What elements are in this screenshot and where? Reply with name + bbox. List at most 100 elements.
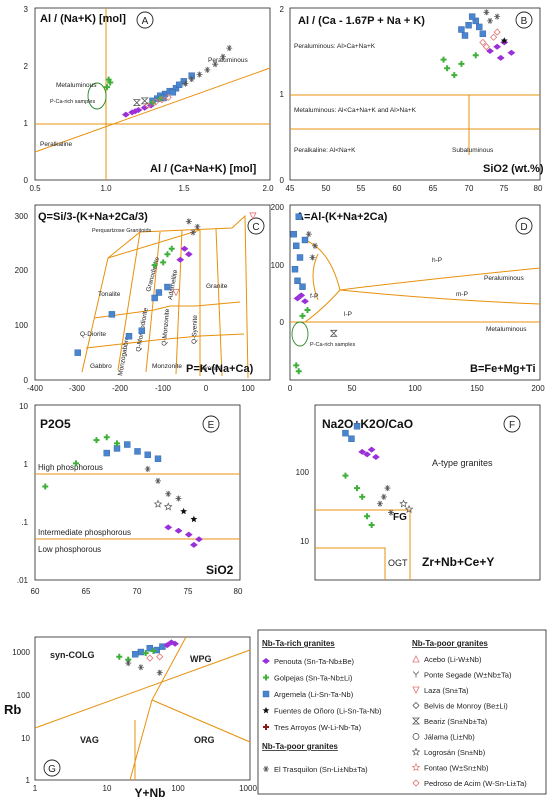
- field-label: Peraluminous: [484, 275, 524, 282]
- data-point-argemela: [134, 448, 141, 455]
- data-point-argemela: [468, 13, 476, 20]
- legend-title-poor-right: Nb-Ta-poor granites: [412, 639, 488, 648]
- data-point-argemela: [465, 22, 472, 29]
- field-label: P-Ca-rich samples: [310, 342, 355, 348]
- data-point-argemela: [348, 435, 355, 442]
- data-point-logrosan: [399, 499, 408, 508]
- legend-label: Ponte Segade (W±Nb±Ta): [424, 671, 512, 680]
- data-point-penouta: [180, 245, 189, 252]
- data-point-argemela: [301, 236, 309, 244]
- tick-label: 1.0: [100, 184, 112, 193]
- data-point-penouta: [363, 451, 371, 458]
- data-point-trasquilon: [309, 254, 316, 261]
- data-point-penouta: [372, 454, 380, 461]
- panel-d: 0 50 100 150 200 0 100 200 A=Al-(K+Na+2C…: [271, 203, 546, 393]
- data-point-penouta: [367, 446, 376, 453]
- panel-c-frame: [34, 204, 271, 381]
- data-point-penouta: [140, 104, 149, 111]
- tick-label: 300: [15, 212, 29, 221]
- field-label: Metaluminous: [486, 326, 527, 333]
- tick-label: 100: [296, 468, 310, 477]
- data-point-argemela: [479, 30, 487, 37]
- data-point-argemela: [476, 23, 483, 31]
- panel-b: 45 50 55 60 65 70 75 80 0 1 2 Al / (Ca -…: [280, 5, 544, 193]
- data-point-trasquilon: [212, 61, 219, 68]
- field-label: Gabbro: [90, 363, 112, 370]
- tick-label: .01: [17, 576, 29, 585]
- panel-g-points: [116, 639, 179, 676]
- field-boundary: [81, 214, 249, 379]
- data-point-trasquilon: [487, 17, 493, 24]
- data-point-trasquilon: [175, 495, 182, 502]
- data-point-argemela: [125, 333, 133, 340]
- tick-label: 1: [26, 776, 31, 785]
- data-point-golpejas: [304, 307, 311, 313]
- data-point-trasquilon: [226, 45, 233, 52]
- panel-g-frame: [34, 636, 251, 781]
- tick-label: 65: [82, 587, 91, 596]
- field-label: Perquartzose Granitoids: [92, 228, 152, 234]
- data-point-trasquilon: [156, 669, 163, 676]
- panel-badge-letter: D: [520, 222, 527, 233]
- tick-label: 1000: [239, 784, 257, 793]
- field-boundary: [34, 649, 251, 729]
- field-boundary: [145, 231, 161, 373]
- data-point-argemela: [299, 283, 306, 290]
- tick-label: -200: [112, 384, 129, 393]
- data-point-golpejas: [451, 72, 458, 79]
- legend-symbol-fontao: [411, 763, 421, 772]
- panel-g-ticks: 1 10 100 1000 1000 100 10 1: [12, 648, 257, 793]
- data-point-golpejas: [354, 485, 361, 492]
- data-point-pedroso: [152, 98, 160, 106]
- panel-badge: [515, 217, 533, 235]
- x-axis-label: Y+Nb: [134, 786, 165, 800]
- field-boundary: [117, 231, 141, 371]
- data-point-trasquilon: [137, 664, 144, 671]
- data-point-penouta: [493, 43, 502, 50]
- tick-label: 60: [393, 184, 402, 193]
- x-axis-label: B=Fe+Mg+Ti: [470, 363, 536, 375]
- data-point-argemela: [151, 294, 158, 302]
- tick-label: 80: [534, 184, 543, 193]
- panel-c-field-grid: [81, 214, 249, 379]
- data-point-pedroso: [490, 33, 498, 41]
- data-point-golpejas: [104, 84, 111, 91]
- field-label: Tonalite: [98, 291, 121, 298]
- data-point-argemela: [353, 423, 361, 430]
- data-point-argemela: [169, 89, 177, 96]
- panel-badge-letter: C: [252, 222, 259, 233]
- legend-label: Jálama (Li±Nb): [424, 733, 475, 742]
- data-point-golpejas: [42, 483, 49, 490]
- data-point-golpejas: [364, 513, 371, 520]
- data-point-golpejas: [103, 434, 110, 441]
- field-label: High phosphorous: [38, 463, 103, 472]
- data-point-penouta: [184, 251, 193, 258]
- data-point-trasquilon: [380, 493, 387, 500]
- data-point-penouta: [164, 524, 173, 531]
- tick-label: 1: [33, 784, 38, 793]
- tick-label: 2.0: [262, 184, 274, 193]
- field-label: ORG: [194, 735, 215, 745]
- tick-label: 10: [21, 734, 30, 743]
- data-point-trasquilon: [125, 660, 132, 667]
- field-boundary: [315, 547, 386, 580]
- data-point-penouta: [500, 39, 509, 46]
- field-label: A-type granites: [432, 458, 493, 468]
- panel-d-points: [290, 213, 338, 375]
- legend-label: Fontao (W±Sn±Nb): [424, 764, 489, 773]
- data-point-pedroso: [146, 654, 154, 662]
- field-label: Q-Diorite: [80, 331, 106, 338]
- field-boundary: [339, 289, 541, 305]
- field-label-peralkaline: Peralkaline: Al<Na+K: [294, 147, 356, 154]
- data-point-golpejas: [458, 60, 465, 67]
- field-label: OGT: [388, 558, 408, 568]
- tick-label: 50: [348, 384, 357, 393]
- panel-badge-letter: A: [142, 16, 149, 27]
- tick-label: 100: [241, 384, 255, 393]
- tick-label: 200: [531, 384, 545, 393]
- data-point-trasquilon: [196, 71, 203, 78]
- panel-d-ticks: 0 50 100 150 200 0 100 200: [271, 203, 546, 393]
- data-point-argemela: [74, 349, 81, 356]
- field-boundary: [304, 239, 341, 323]
- data-point-trasquilon: [494, 13, 501, 20]
